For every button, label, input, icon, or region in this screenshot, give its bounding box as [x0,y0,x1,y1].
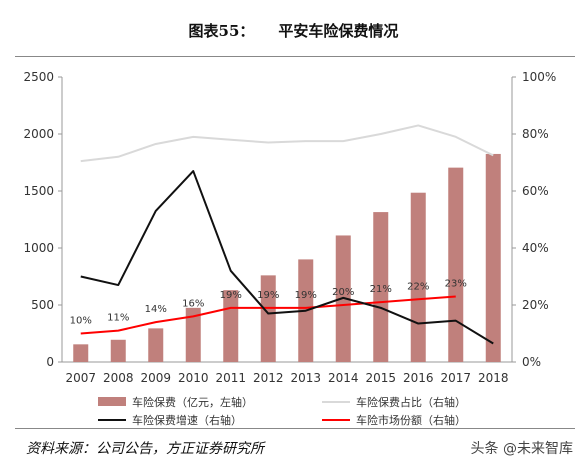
data-label: 11% [107,313,129,324]
legend-label: 车险保费（亿元，左轴） [132,395,253,409]
left-tick-label: 1000 [23,241,54,255]
data-label: 10% [70,316,92,327]
bar [448,167,464,362]
legend-label: 车险保费占比（右轴） [356,395,466,409]
left-tick-label: 0 [46,355,54,369]
market-share-line [80,295,456,335]
legend-label: 车险保费增速（右轴） [132,413,242,427]
x-tick-label: 2017 [440,371,471,385]
legend-label: 车险市场份额（右轴） [356,413,466,427]
bar [373,212,389,362]
x-tick-label: 2010 [178,371,209,385]
bar [410,192,426,362]
chart: 0 500 1000 1500 2000 2500 0% 20% 40% 60% 80% 100% 20… [23,70,556,427]
right-tick-label: 60% [522,184,549,198]
left-tick-label: 500 [31,298,54,312]
x-tick-label: 2011 [215,371,246,385]
x-tick-label: 2014 [328,371,359,385]
x-tick-label: 2009 [140,371,171,385]
left-tick-label: 1500 [23,184,54,198]
right-tick-label: 80% [522,127,549,141]
chart-title-prefix: 图表55： [188,22,255,40]
data-label: 22% [407,281,429,292]
right-tick-label: 0% [522,355,541,369]
legend-swatch [98,397,126,406]
right-tick-label: 40% [522,241,549,255]
x-tick-label: 2018 [478,371,509,385]
bar [110,339,126,362]
data-label: 14% [145,304,167,315]
data-label: 21% [370,284,392,295]
x-tick-label: 2007 [65,371,96,385]
right-tick-label: 100% [522,70,556,84]
data-label: 16% [182,298,204,309]
chart-title-text: 平安车险保费情况 [278,22,399,40]
chart-title: 图表55： 平安车险保费情况 [0,20,587,41]
left-tick-label: 2500 [23,70,54,84]
bar [73,344,89,362]
x-tick-label: 2015 [365,371,396,385]
bar [185,307,201,362]
x-tick-label: 2012 [253,371,284,385]
x-tick-label: 2008 [103,371,134,385]
growth-line [80,170,494,345]
bar [148,328,164,362]
bottom-rule [15,428,575,429]
data-label: 23% [445,278,467,289]
data-label: 19% [220,290,242,301]
right-tick-label: 20% [522,298,549,312]
data-label: 19% [257,290,279,301]
bar [260,275,276,362]
data-label: 20% [332,287,354,298]
left-tick-label: 2000 [23,127,54,141]
data-label: 19% [295,290,317,301]
bar [485,153,501,362]
x-tick-label: 2013 [290,371,321,385]
source-note: 资料来源：公司公告，方正证券研究所 [26,441,264,457]
watermark: 头条 @未来智库 [470,441,573,457]
bar [223,290,239,362]
share-line [80,124,494,163]
top-rule [15,56,575,57]
x-tick-label: 2016 [403,371,434,385]
